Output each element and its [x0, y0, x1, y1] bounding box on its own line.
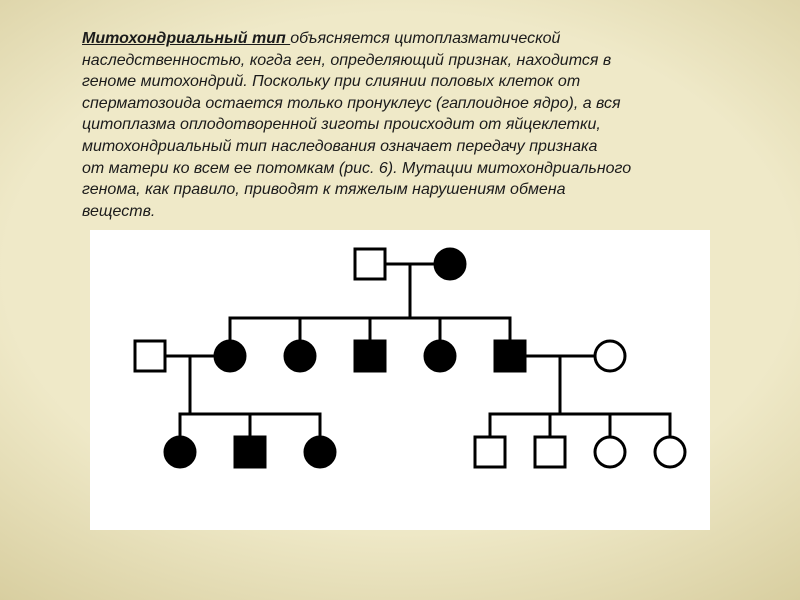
pedigree-node — [305, 437, 335, 467]
pedigree-node — [235, 437, 265, 467]
pedigree-node — [135, 341, 165, 371]
paragraph: Митохондриальный тип объясняется цитопла… — [82, 28, 722, 222]
pedigree-node — [425, 341, 455, 371]
pedigree-node — [535, 437, 565, 467]
pedigree-node — [655, 437, 685, 467]
pedigree-chart — [90, 230, 710, 530]
pedigree-node — [215, 341, 245, 371]
pedigree-node — [355, 249, 385, 279]
pedigree-node — [595, 341, 625, 371]
pedigree-node — [355, 341, 385, 371]
pedigree-node — [435, 249, 465, 279]
title: Митохондриальный тип — [82, 30, 290, 47]
pedigree-node — [475, 437, 505, 467]
pedigree-node — [285, 341, 315, 371]
pedigree-node — [165, 437, 195, 467]
body-text: объясняется цитоплазматическойнаследстве… — [82, 30, 631, 220]
slide: Митохондриальный тип объясняется цитопла… — [0, 0, 800, 600]
pedigree-node — [595, 437, 625, 467]
pedigree-node — [495, 341, 525, 371]
